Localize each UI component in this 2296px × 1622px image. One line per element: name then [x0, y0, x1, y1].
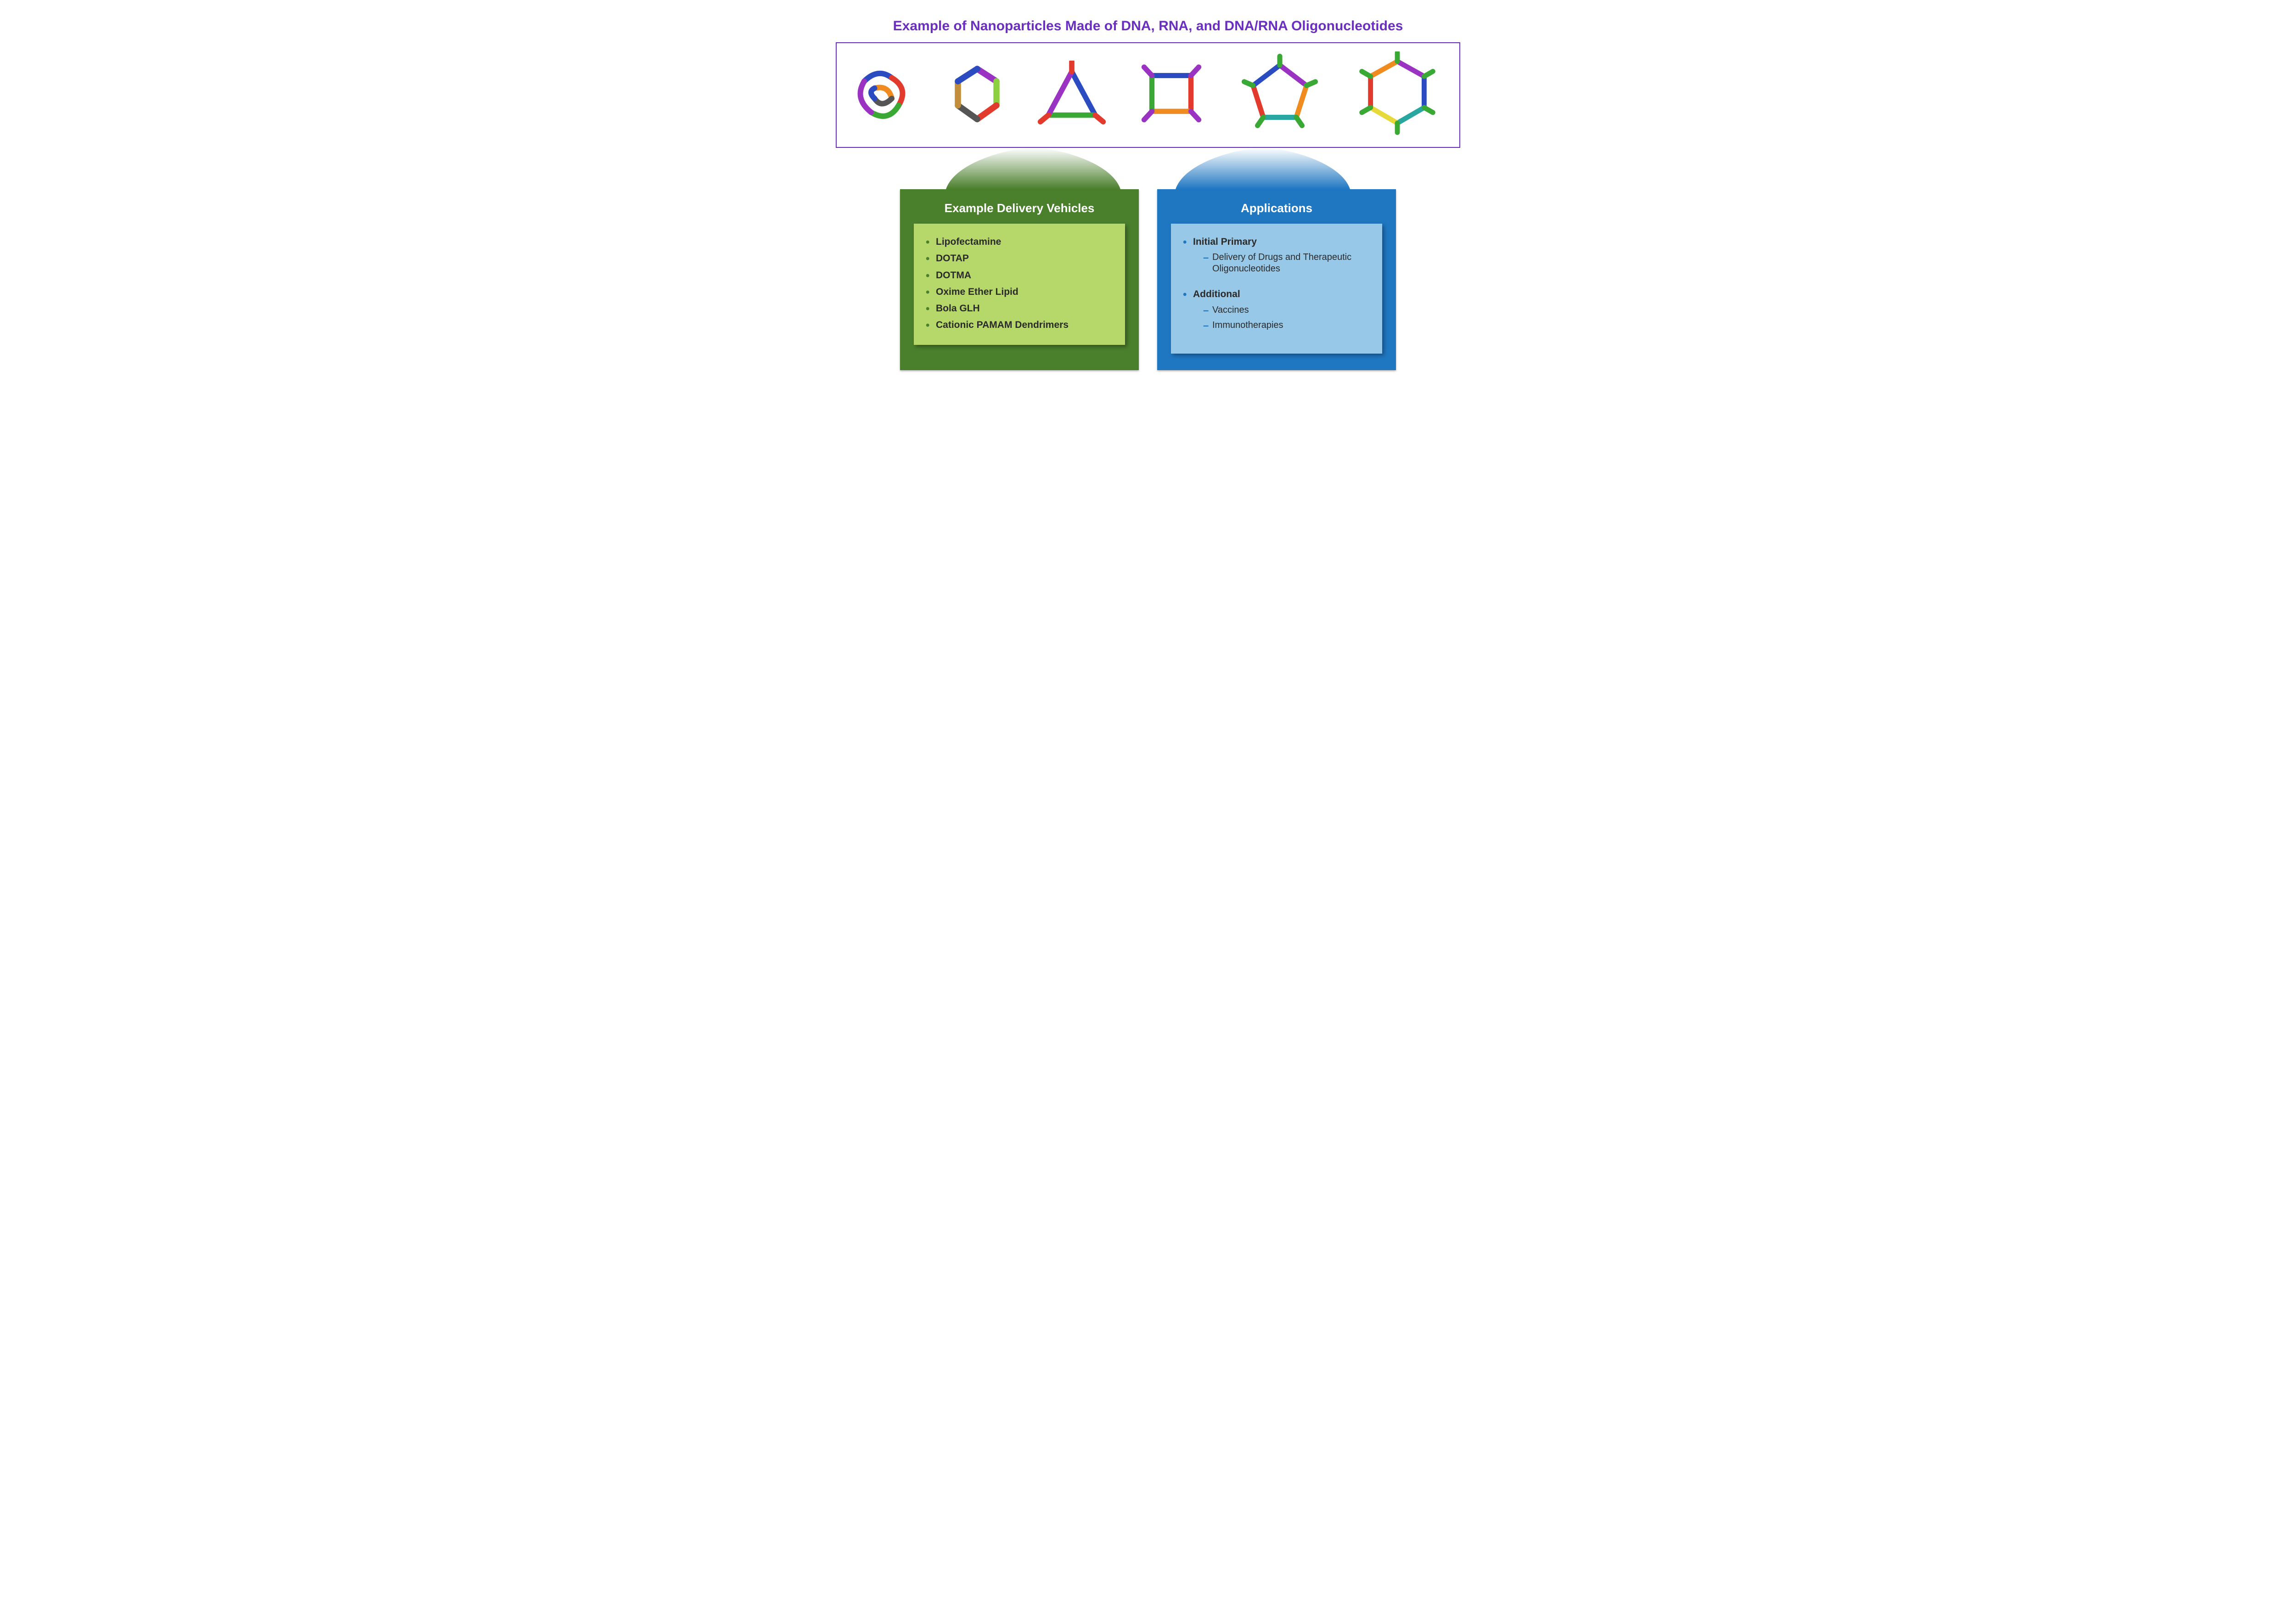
- delivery-inner-box: Lipofectamine DOTAP DOTMA Oxime Ether Li…: [914, 224, 1125, 345]
- list-item-label: Additional: [1193, 289, 1240, 299]
- page-title: Example of Nanoparticles Made of DNA, RN…: [836, 18, 1460, 34]
- applications-inner-box: Initial Primary Delivery of Drugs and Th…: [1171, 224, 1382, 354]
- list-item: Initial Primary Delivery of Drugs and Th…: [1183, 234, 1370, 283]
- applications-list: Initial Primary Delivery of Drugs and Th…: [1183, 234, 1370, 340]
- list-item-label: Initial Primary: [1193, 237, 1257, 247]
- applications-panel-title: Applications: [1171, 201, 1382, 215]
- list-item: Bola GLH: [926, 300, 1113, 317]
- nanoparticle-triangle: [1035, 61, 1109, 130]
- nanoparticle-hexagon-ring: [943, 61, 1012, 130]
- connector-region: [836, 148, 1460, 189]
- connector-left: [946, 148, 1120, 189]
- list-item: DOTMA: [926, 267, 1113, 284]
- sub-list-item: Immunotherapies: [1193, 318, 1370, 333]
- sub-list: Delivery of Drugs and Therapeutic Oligon…: [1193, 250, 1370, 276]
- nanoparticle-cube-cluster: [850, 61, 919, 130]
- connector-right: [1176, 148, 1350, 189]
- delivery-panel-title: Example Delivery Vehicles: [914, 201, 1125, 215]
- sub-list-item: Vaccines: [1193, 303, 1370, 318]
- sub-list: Vaccines Immunotherapies: [1193, 303, 1370, 333]
- nanoparticle-panel: [836, 42, 1460, 148]
- list-item: DOTAP: [926, 250, 1113, 267]
- nanoparticle-hexagon: [1349, 51, 1446, 139]
- list-item: Additional Vaccines Immunotherapies: [1183, 286, 1370, 339]
- list-item: Lipofectamine: [926, 234, 1113, 250]
- nanoparticle-square: [1132, 58, 1210, 132]
- delivery-vehicles-panel: Example Delivery Vehicles Lipofectamine …: [900, 189, 1139, 370]
- nanoparticle-pentagon: [1234, 54, 1326, 136]
- delivery-list: Lipofectamine DOTAP DOTMA Oxime Ether Li…: [926, 234, 1113, 334]
- panels-row: Example Delivery Vehicles Lipofectamine …: [836, 189, 1460, 370]
- list-item: Oxime Ether Lipid: [926, 284, 1113, 300]
- list-item: Cationic PAMAM Dendrimers: [926, 317, 1113, 333]
- sub-list-item: Delivery of Drugs and Therapeutic Oligon…: [1193, 250, 1370, 276]
- applications-panel: Applications Initial Primary Delivery of…: [1157, 189, 1396, 370]
